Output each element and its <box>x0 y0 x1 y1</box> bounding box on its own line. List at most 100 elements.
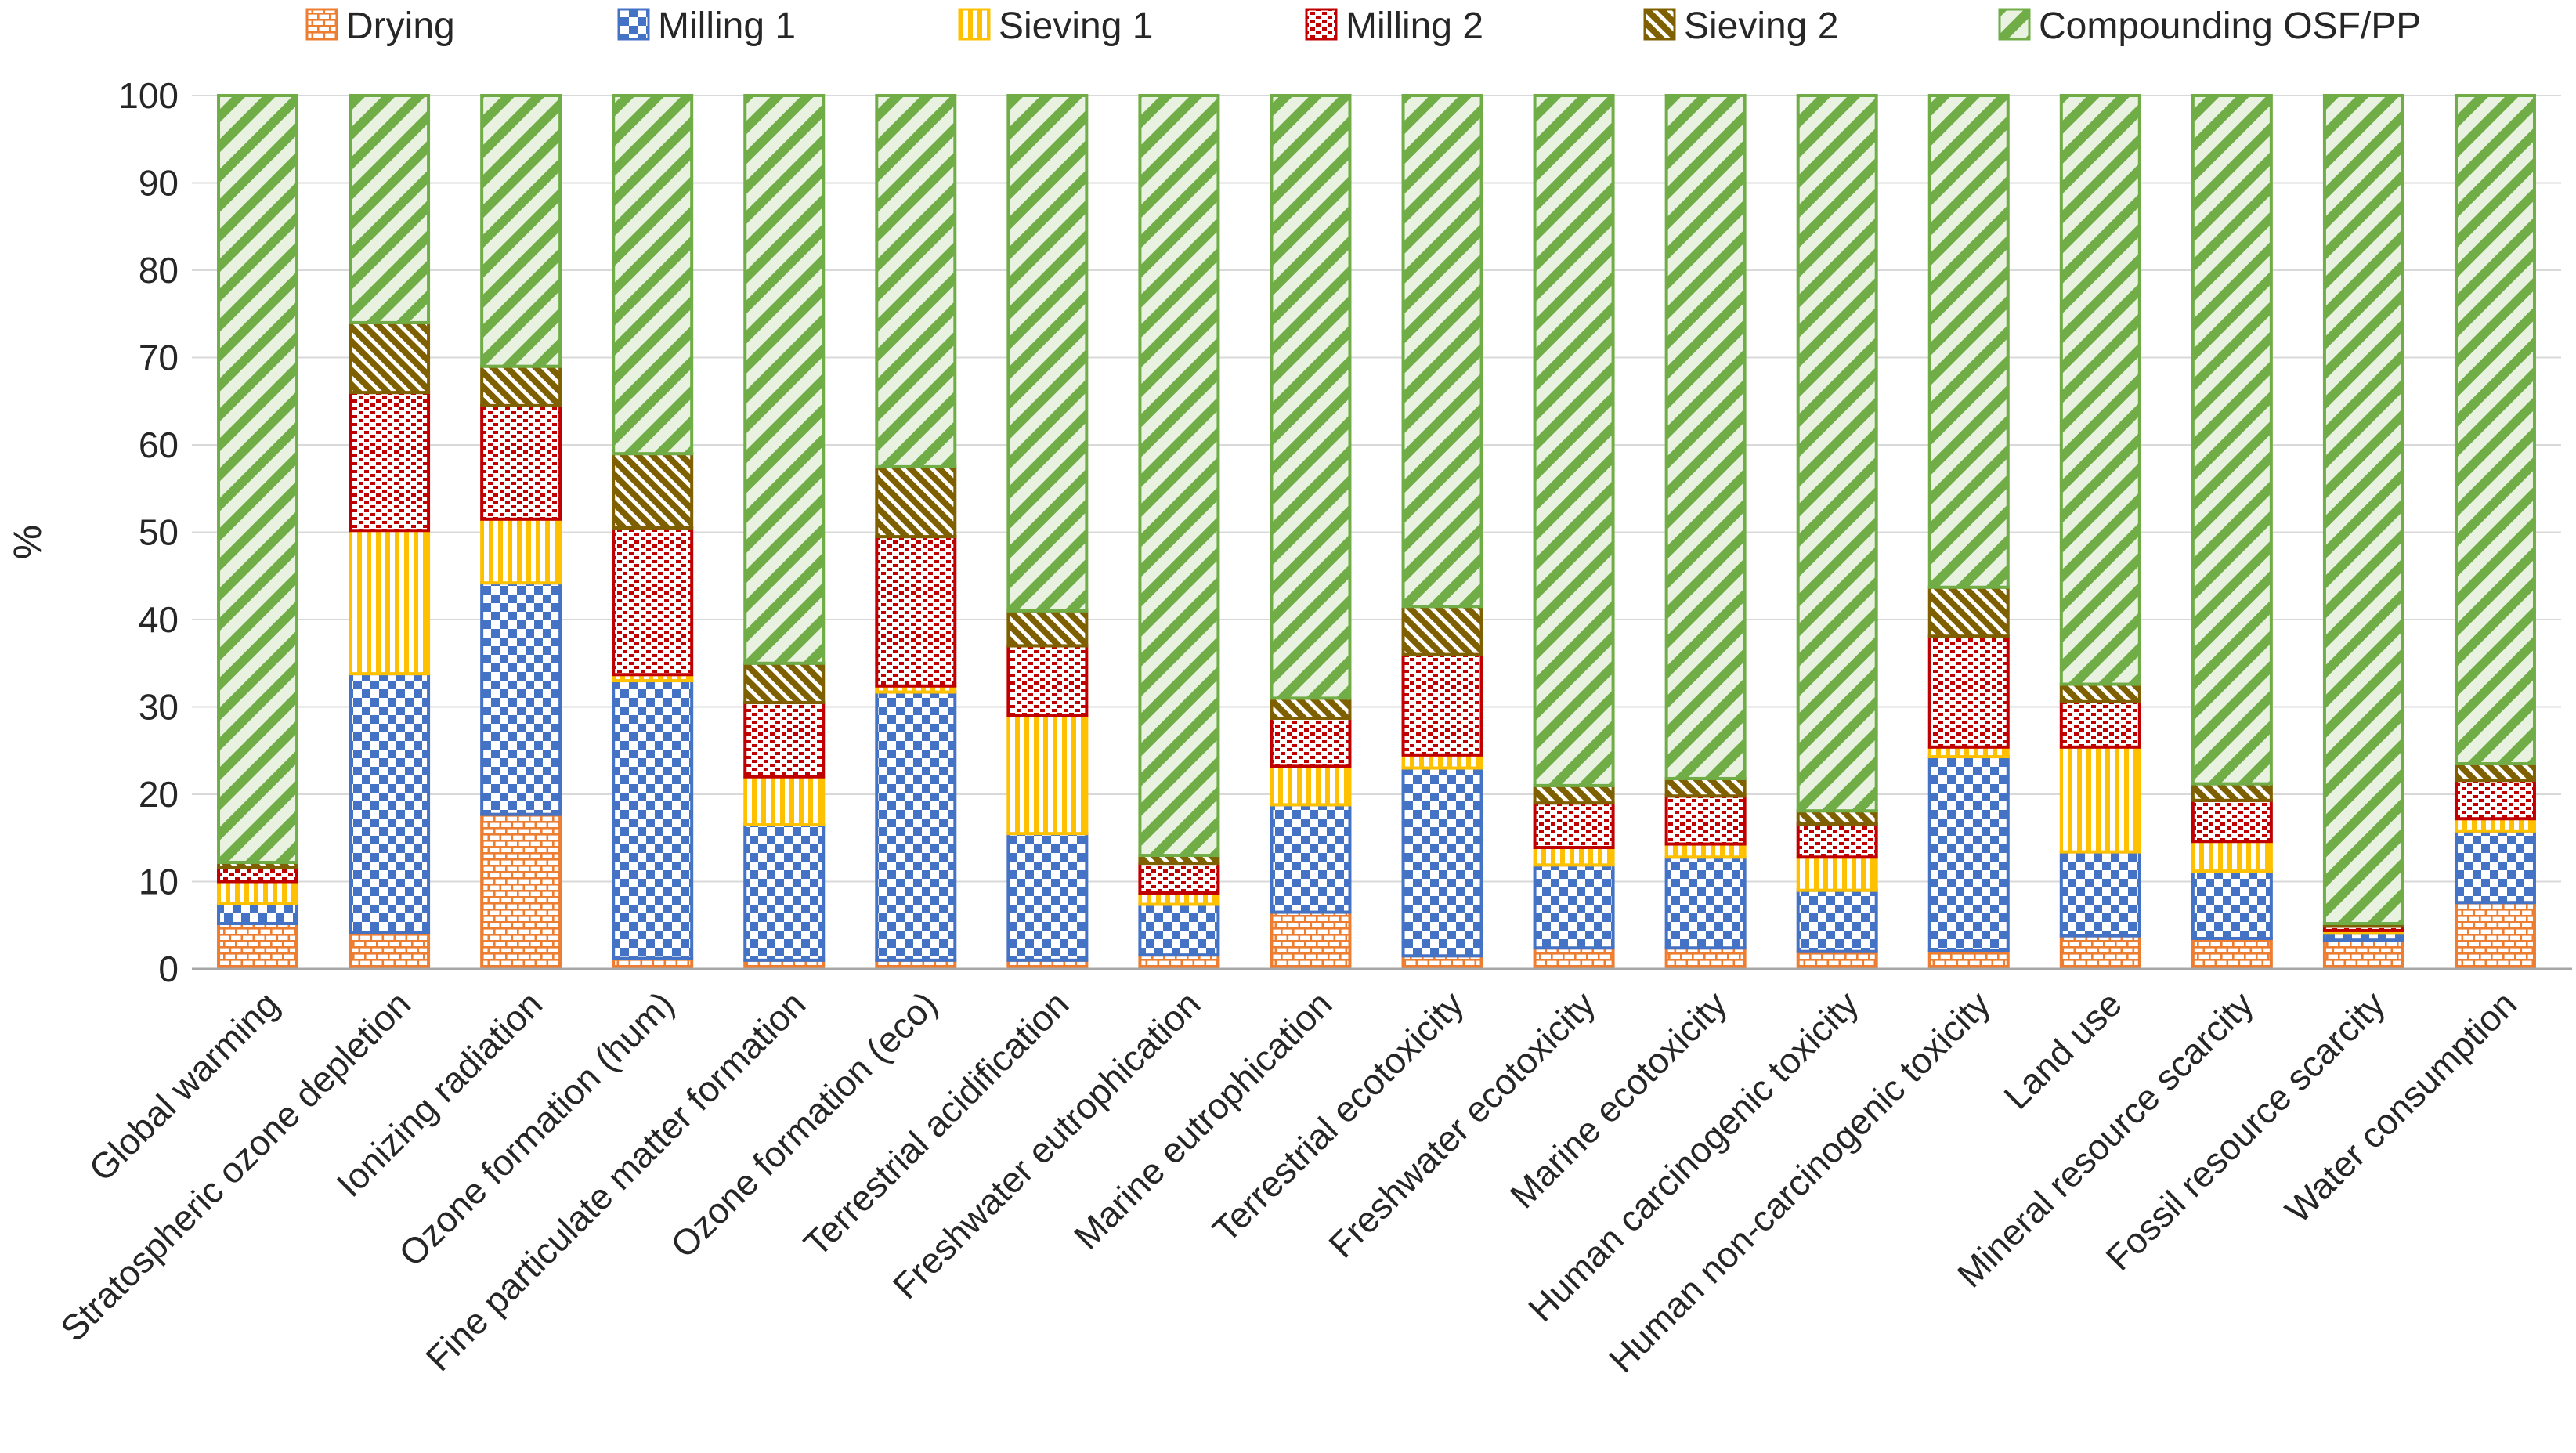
bar-water-consumption <box>2454 94 2536 971</box>
segment-milling-1 <box>612 679 694 960</box>
x-tick-label-marine-ecotoxicity: Marine ecotoxicity <box>1502 983 1735 1216</box>
segment-sieving-2 <box>2454 761 2536 783</box>
segment-milling-1 <box>1796 888 1878 953</box>
segment-drying <box>1664 946 1747 970</box>
segment-drying <box>2454 901 2536 971</box>
segment-milling-2 <box>217 866 299 884</box>
segment-sieving-2 <box>875 464 957 539</box>
segment-compounding-osf-pp <box>875 94 957 468</box>
segment-milling-1 <box>349 672 431 934</box>
legend-swatch-sieving-1 <box>958 8 991 41</box>
bar-ozone-formation-hum <box>612 94 694 970</box>
segment-milling-1 <box>1270 803 1352 914</box>
segment-milling-2 <box>612 526 694 677</box>
segment-milling-2 <box>1796 822 1878 859</box>
legend-swatch-milling-1 <box>617 8 650 41</box>
segment-drying <box>1401 954 1483 971</box>
gridlines <box>192 95 2561 883</box>
segment-sieving-1 <box>2454 817 2536 833</box>
bar-ozone-formation-eco <box>875 94 957 970</box>
segment-sieving-2 <box>1401 605 1483 656</box>
segment-sieving-1 <box>743 775 826 827</box>
segment-drying <box>1138 953 1220 971</box>
x-tick-label-marine-eutrophication: Marine eutrophication <box>1066 983 1340 1257</box>
segment-sieving-1 <box>1270 764 1352 807</box>
segment-compounding-osf-pp <box>2059 94 2141 686</box>
legend-item-compounding-osf-pp: Compounding OSF/PP <box>1998 5 2421 47</box>
y-axis-title: % <box>5 525 49 559</box>
segment-compounding-osf-pp <box>1664 94 1747 780</box>
segment-sieving-2 <box>743 661 826 704</box>
segment-sieving-2 <box>1270 696 1352 720</box>
segment-milling-1 <box>1006 832 1089 962</box>
segment-sieving-2 <box>2059 682 2141 703</box>
segment-compounding-osf-pp <box>612 94 694 456</box>
segment-compounding-osf-pp <box>1138 94 1220 858</box>
segment-sieving-2 <box>480 364 562 407</box>
y-tick-label-30: 30 <box>139 687 179 728</box>
segment-milling-1 <box>480 581 562 816</box>
segment-drying <box>349 931 431 971</box>
legend-label-sieving-2: Sieving 2 <box>1684 5 1838 47</box>
y-tick-label-90: 90 <box>139 163 179 204</box>
legend-swatch-drying <box>305 8 338 41</box>
segment-milling-2 <box>743 700 826 779</box>
segment-milling-2 <box>1270 716 1352 768</box>
bars <box>217 94 2536 971</box>
segment-drying <box>2322 938 2404 970</box>
bar-marine-eutrophication <box>1270 94 1352 971</box>
legend-label-sieving-1: Sieving 1 <box>999 5 1153 47</box>
segment-sieving-2 <box>612 452 694 530</box>
bar-human-carcinogenic-toxicity <box>1796 94 1878 970</box>
segment-milling-1 <box>1138 902 1220 957</box>
y-tick-label-100: 100 <box>118 75 179 116</box>
segment-milling-2 <box>1664 794 1747 846</box>
segment-sieving-2 <box>1664 776 1747 798</box>
segment-drying <box>1927 949 2010 970</box>
segment-milling-2 <box>349 391 431 533</box>
segment-drying <box>612 956 694 970</box>
segment-sieving-2 <box>349 320 431 395</box>
segment-compounding-osf-pp <box>2322 94 2404 926</box>
legend-label-compounding-osf-pp: Compounding OSF/PP <box>2039 5 2421 47</box>
segment-milling-2 <box>2059 699 2141 749</box>
segment-sieving-1 <box>217 880 299 905</box>
y-tick-label-60: 60 <box>139 425 179 465</box>
bar-terrestrial-ecotoxicity <box>1401 94 1483 971</box>
segment-milling-2 <box>1927 634 2010 749</box>
legend-item-milling-2: Milling 2 <box>1305 5 1483 47</box>
segment-sieving-1 <box>1401 753 1483 770</box>
segment-compounding-osf-pp <box>349 94 431 324</box>
segment-compounding-osf-pp <box>743 94 826 665</box>
bar-human-non-carcinogenic-toxicity <box>1927 94 2010 970</box>
y-tick-label-20: 20 <box>139 774 179 815</box>
x-tick-label-water-consumption: Water consumption <box>2277 983 2524 1231</box>
segment-milling-2 <box>1138 862 1220 895</box>
segment-milling-2 <box>875 535 957 688</box>
segment-sieving-1 <box>2059 745 2141 854</box>
segment-sieving-1 <box>1796 855 1878 892</box>
bar-ionizing-radiation <box>480 94 562 971</box>
y-tick-label-0: 0 <box>158 949 179 989</box>
legend-swatch-compounding-osf-pp <box>1998 8 2031 41</box>
segment-compounding-osf-pp <box>1927 94 2010 589</box>
segment-compounding-osf-pp <box>1401 94 1483 609</box>
segment-compounding-osf-pp <box>1796 94 1878 813</box>
segment-compounding-osf-pp <box>217 94 299 864</box>
bar-fine-particulate-matter-formation <box>743 94 826 970</box>
bar-terrestrial-acidification <box>1006 94 1089 970</box>
segment-sieving-2 <box>2191 782 2273 802</box>
segment-sieving-1 <box>1138 891 1220 906</box>
legend-item-sieving-2: Sieving 2 <box>1643 5 1838 47</box>
segment-milling-1 <box>1664 855 1747 950</box>
bar-land-use <box>2059 94 2141 971</box>
legend-item-sieving-1: Sieving 1 <box>958 5 1153 47</box>
segment-milling-1 <box>2454 829 2536 905</box>
segment-drying <box>1533 946 1615 970</box>
legend-label-drying: Drying <box>346 5 455 47</box>
segment-milling-1 <box>875 690 957 962</box>
bar-global-warming <box>217 94 299 971</box>
